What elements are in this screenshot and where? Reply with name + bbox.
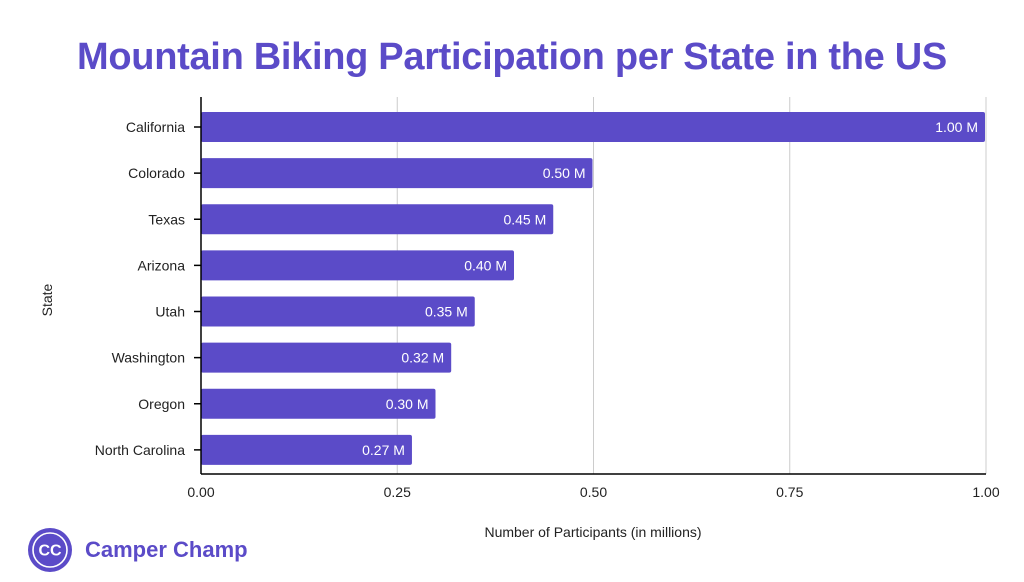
x-tick-label: 0.50 [580, 484, 607, 500]
x-tick-label: 0.75 [776, 484, 803, 500]
bar-value-label: 1.00 M [935, 119, 978, 135]
bar-texas [201, 204, 554, 235]
x-tick-label: 0.00 [187, 484, 214, 500]
cc-monogram-icon: CC [32, 532, 68, 568]
logo-text: CC [38, 543, 62, 560]
bars: 1.00 M 0.50 M 0.45 M 0.40 M 0.35 M 0.32 M 0.30… [201, 112, 985, 465]
y-tick-label: North Carolina [95, 442, 185, 458]
axes [200, 97, 986, 475]
y-tick-label: Washington [112, 350, 185, 366]
bar-north-carolina [201, 434, 412, 465]
y-tick-label: Texas [148, 211, 185, 227]
brand-logo: CC [28, 528, 72, 572]
x-tick-label: 0.25 [384, 484, 411, 500]
y-tick-label: California [126, 119, 185, 135]
y-tick-label: Colorado [128, 165, 185, 181]
bar-colorado [201, 158, 593, 189]
y-tick-labels: California Colorado Texas Arizona Utah Washin… [95, 119, 201, 458]
bar-utah [201, 296, 475, 327]
bar-value-label: 0.50 M [543, 165, 586, 181]
chart-title: Mountain Biking Participation per State … [77, 36, 947, 78]
bar-washington [201, 342, 452, 373]
x-tick-label: 1.00 [972, 484, 999, 500]
y-tick-label: Utah [155, 304, 185, 320]
grid-lines [396, 97, 987, 474]
bar-arizona [201, 250, 514, 281]
bar-value-label: 0.40 M [464, 257, 507, 273]
bar-value-label: 0.32 M [401, 350, 444, 366]
bar-value-label: 0.27 M [362, 442, 405, 458]
y-tick-label: Oregon [138, 396, 185, 412]
bar-value-label: 0.45 M [503, 211, 546, 227]
brand-name: Camper Champ [85, 537, 248, 562]
bar-value-label: 0.30 M [386, 396, 429, 412]
bar-value-label: 0.35 M [425, 304, 468, 320]
bar-california [201, 112, 985, 142]
y-tick-label: Arizona [138, 257, 186, 273]
brand-footer: CC Camper Champ [28, 527, 248, 573]
x-tick-labels: 0.00 0.25 0.50 0.75 1.00 [187, 484, 999, 500]
bar-oregon [201, 388, 436, 419]
x-axis-title: Number of Participants (in millions) [484, 524, 701, 540]
y-axis-title: State [39, 283, 55, 316]
